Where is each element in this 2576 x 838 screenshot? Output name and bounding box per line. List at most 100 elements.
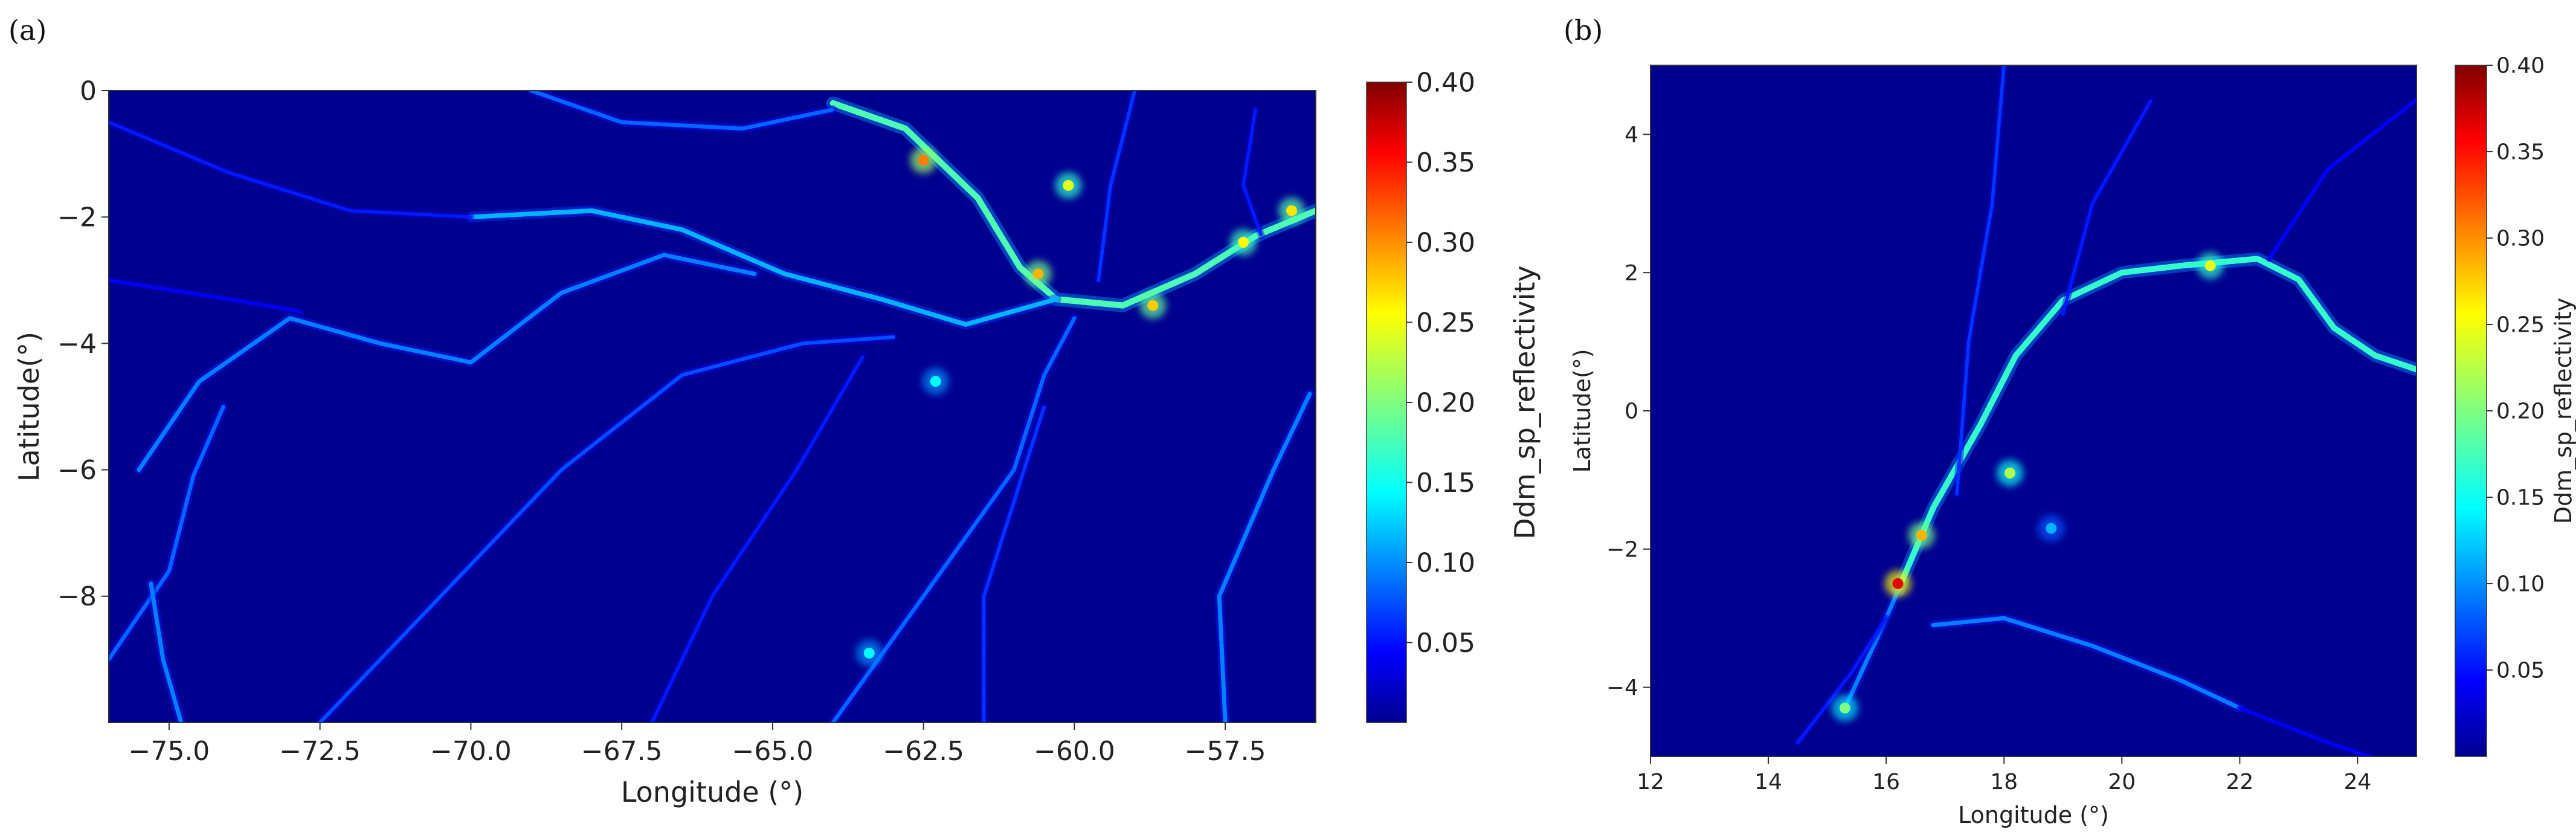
panel-a-colorbar-tick-label: 0.30 [1416, 227, 1475, 258]
panel-b-y-tick-label: 2 [1624, 261, 1638, 286]
panel-b-label: (b) [1563, 14, 1603, 47]
panel-a-colorbar-tick-label: 0.15 [1416, 468, 1475, 498]
panel-a-river [468, 208, 1059, 327]
panel-b-y-tick-label: −4 [1606, 675, 1638, 700]
panel-b-x-ticks: 12 14 16 18 20 22 24 [1637, 756, 2371, 794]
panel-b-y-tick-label: −2 [1606, 537, 1638, 562]
panel-a-colorbar-tick-label: 0.40 [1416, 67, 1475, 98]
panel-b-y-tick-label: 0 [1624, 399, 1638, 424]
panel-a-colorbar [1366, 82, 1407, 723]
panel-a-y-tick-label: 0 [80, 76, 97, 106]
panel-b-hotspot [2204, 260, 2216, 271]
panel-b-colorbar-tick-label: 0.10 [2496, 572, 2545, 597]
panel-a-xlabel: Longitude (°) [621, 776, 803, 808]
panel-a-hotspot [863, 647, 875, 659]
panel-b-x-tick-label: 22 [2226, 770, 2253, 794]
panel-a-y-ticks: 0 −2 −4 −6 −8 [57, 76, 109, 612]
panel-a-river [109, 120, 473, 219]
panel-b: (b) 12 14 16 18 20 22 24 420−2−4 Longitude (°)… [1563, 14, 2576, 828]
panel-b-colorbar-tick-label: 0.20 [2496, 399, 2545, 424]
panel-a-colorbar-tick-label: 0.20 [1416, 387, 1475, 418]
panel-a-x-tick-label: −67.5 [581, 736, 663, 767]
panel-b-x-tick-label: 18 [1990, 770, 2018, 794]
panel-b-river [1796, 616, 1888, 744]
panel-b-colorbar-tick-label: 0.30 [2496, 227, 2545, 251]
panel-a-hotspots [855, 147, 1306, 666]
panel-a-river [529, 91, 836, 131]
panel-a-hotspot [1147, 300, 1159, 311]
panel-b-colorbar-tick-label: 0.35 [2496, 140, 2545, 165]
panel-b-y-ticks: 4 2 0 −2 −4 [1606, 123, 1650, 700]
panel-a: (a) −75.0 −72.5 −70.0 −67.5 −65.0 −62.5 −60.0−… [8, 14, 1541, 808]
panel-b-river [2238, 706, 2371, 756]
panel-b-colorbar-tick-label: 0.15 [2496, 486, 2545, 511]
panel-b-x-tick-label: 24 [2344, 770, 2372, 794]
panel-a-colorbar-tick-label: 0.10 [1416, 547, 1475, 578]
panel-a-x-tick-label: −70.0 [430, 736, 512, 767]
panel-b-y-tick-label: 4 [1624, 123, 1638, 147]
panel-a-colorbar-tick-label: 0.35 [1416, 147, 1475, 178]
panel-b-river [2267, 98, 2417, 260]
panel-a-river [109, 279, 304, 314]
panel-a-hotspot [1032, 268, 1044, 280]
panel-a-x-tick-label: −57.5 [1185, 736, 1266, 767]
panel-b-hotspots [1831, 252, 2224, 721]
panel-b-x-tick-label: 12 [1637, 770, 1664, 794]
panel-a-river [137, 253, 757, 472]
panel-b-colorbar-tick-label: 0.40 [2496, 54, 2545, 79]
panel-a-colorbar-tick-label: 0.25 [1416, 308, 1475, 338]
panel-a-x-tick-label: −65.0 [732, 736, 813, 767]
panel-b-hotspot [1839, 702, 1850, 714]
panel-a-x-ticks: −75.0 −72.5 −70.0 −67.5 −65.0 −62.5 −60.0 −57.5 [128, 723, 1266, 767]
panel-a-river [1096, 91, 1137, 282]
panel-a-river [1217, 392, 1312, 723]
panel-a-hotspot [1063, 179, 1074, 191]
panel-a-river [318, 335, 895, 723]
panel-b-river [1895, 256, 2417, 594]
panel-b-colorbar-label: Ddm_sp_reflectivity [2550, 298, 2576, 524]
panel-a-river [109, 404, 226, 662]
panel-b-rivers [1794, 65, 2417, 756]
panel-a-y-tick-label: −4 [57, 329, 97, 359]
panel-a-river [149, 581, 184, 723]
panel-a-river [831, 316, 1077, 723]
panel-a-y-tick-label: −6 [57, 455, 97, 486]
panel-b-hotspot [1916, 529, 1927, 541]
panel-a-rivers [109, 91, 1316, 723]
panel-a-plot-area [109, 91, 1316, 723]
panel-b-hotspot [2004, 467, 2015, 479]
panel-a-x-tick-label: −60.0 [1034, 736, 1115, 767]
panel-b-river [2061, 98, 2153, 316]
panel-a-river [1241, 108, 1263, 238]
panel-b-hotspot [1892, 578, 1904, 589]
panel-b-x-tick-label: 16 [1872, 770, 1900, 794]
panel-a-x-tick-label: −75.0 [128, 736, 210, 767]
panel-a-label: (a) [8, 14, 47, 47]
panel-a-river [982, 405, 1046, 723]
panel-a-y-tick-label: −2 [57, 202, 97, 233]
panel-a-hotspot [918, 155, 929, 166]
panel-b-colorbar-ticks: 0.05 0.10 0.15 0.20 0.25 0.30 0.35 0.40 [2487, 54, 2545, 683]
panel-a-river [650, 354, 865, 723]
panel-a-ylabel: Latitude(°) [13, 332, 45, 482]
panel-a-y-tick-label: −8 [57, 581, 97, 612]
panel-b-river [1931, 616, 2242, 711]
panel-b-hotspot [2046, 523, 2057, 534]
panel-b-colorbar [2455, 65, 2487, 757]
panel-b-river [1955, 65, 2006, 496]
panel-a-hotspot [1286, 205, 1298, 216]
panel-b-colorbar-tick-label: 0.25 [2496, 313, 2545, 338]
panel-b-x-tick-label: 14 [1754, 770, 1782, 794]
panel-a-colorbar-label: Ddm_sp_reflectivity [1509, 265, 1541, 539]
panel-a-hotspot [930, 376, 941, 387]
panel-b-plot-area [1650, 65, 2417, 756]
panel-a-colorbar-ticks: 0.05 0.10 0.15 0.20 0.25 0.30 0.35 0.40 [1406, 67, 1475, 659]
panel-a-hotspot [1238, 237, 1249, 248]
panel-b-colorbar-tick-label: 0.05 [2496, 659, 2545, 683]
panel-b-ylabel: Latitude(°) [1569, 349, 1596, 472]
panel-a-colorbar-tick-label: 0.05 [1416, 628, 1475, 659]
panel-a-x-tick-label: −72.5 [279, 736, 361, 767]
panel-a-x-tick-label: −62.5 [883, 736, 964, 767]
panel-b-xlabel: Longitude (°) [1958, 802, 2109, 828]
panel-b-x-tick-label: 20 [2108, 770, 2136, 794]
